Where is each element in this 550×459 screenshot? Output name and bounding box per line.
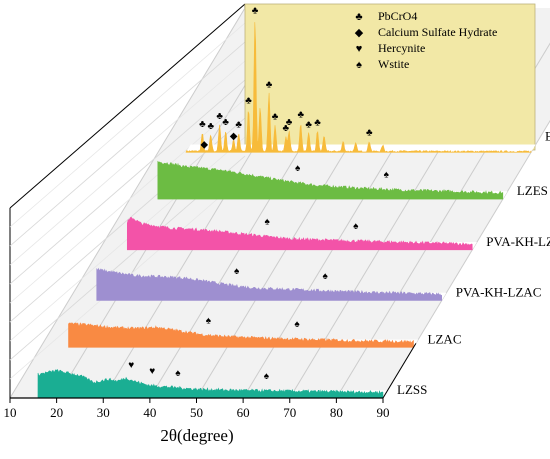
series-pva-kh-lzes: PVA-KH-LZES ♠ ♠ <box>126 217 550 251</box>
legend: ♣ PbCrO4 ◆ Calcium Sulfate Hydrate ♥ Hercynit… <box>244 3 536 151</box>
floor-grid-line <box>9 7 246 399</box>
x-tick-label: 10 <box>4 405 17 420</box>
phase-marker: ♣ <box>235 119 242 130</box>
phase-marker: ♣ <box>266 79 273 90</box>
x-axis-label: 2θ(degree) <box>160 426 233 445</box>
x-tick-label: 80 <box>330 405 343 420</box>
phase-marker: ♠ <box>264 371 270 382</box>
legend-label: PbCrO4 <box>378 9 417 23</box>
phase-marker: ♠ <box>323 271 329 282</box>
phase-marker: ♠ <box>175 368 181 379</box>
wall-guide-line <box>9 60 246 266</box>
series-area <box>68 322 414 348</box>
series-area <box>126 217 473 251</box>
phase-marker: ♣ <box>305 119 312 130</box>
phase-marker: ♣ <box>283 123 290 134</box>
x-tick-label: 20 <box>50 405 63 420</box>
legend-label: Calcium Sulfate Hydrate <box>378 25 497 39</box>
series-area <box>185 22 532 153</box>
phase-marker: ♥ <box>149 366 155 377</box>
series-label: LZSS <box>397 382 427 397</box>
x-tick-label: 60 <box>237 405 250 420</box>
legend-label: Hercynite <box>378 41 425 55</box>
right-floor-edge <box>382 343 417 399</box>
series-label: ES <box>545 128 550 143</box>
phase-marker: ♣ <box>252 5 259 16</box>
legend-box <box>244 3 536 151</box>
legend-symbol: ♣ <box>355 11 362 23</box>
phase-marker: ◆ <box>230 131 238 142</box>
series-lzes: LZES ♠ ♠ <box>157 160 548 200</box>
phase-marker: ♣ <box>245 95 252 106</box>
legend-symbol: ♠ <box>356 59 362 71</box>
phase-marker: ♠ <box>234 266 240 277</box>
series-pva-kh-lzac: PVA-KH-LZAC ♠ ♠ <box>96 266 542 301</box>
phase-marker: ♠ <box>384 169 390 180</box>
series-lzac: LZAC ♠ ♠ <box>68 315 462 348</box>
wall-guide-line <box>9 22 246 228</box>
phase-marker: ♠ <box>294 319 300 330</box>
series-label: LZES <box>517 183 548 198</box>
series-area <box>96 267 443 301</box>
x-tick-label: 40 <box>143 405 156 420</box>
legend-symbol: ◆ <box>355 27 364 39</box>
phase-marker: ♣ <box>199 119 206 130</box>
phase-marker: ♠ <box>206 315 212 326</box>
series-label: PVA-KH-LZAC <box>456 285 542 300</box>
wall-guide-line <box>9 98 246 304</box>
phase-marker: ♣ <box>286 117 293 128</box>
phase-marker: ♣ <box>222 117 229 128</box>
x-tick-label: 30 <box>97 405 110 420</box>
floor-grid-line <box>382 119 550 399</box>
x-tick-label: 90 <box>377 405 390 420</box>
left-top-edge <box>9 3 246 209</box>
series-layer: ES♣♣◆♣♣◆♣♣♣♣♣♣♣♣♣♣♣LZES♠♠PVA-KH-LZES♠♠PV… <box>37 5 550 399</box>
series-lzss: LZSS ♥ ♥ ♠ ♠ <box>37 360 427 399</box>
wall-depth-line <box>9 79 246 285</box>
wall-depth-line <box>9 41 246 247</box>
phase-marker: ♠ <box>264 217 270 228</box>
series-label: LZAC <box>428 331 462 346</box>
phase-marker: ♣ <box>297 109 304 120</box>
series-es: ES♣♣◆♣♣◆♣♣♣♣♣♣♣♣♣♣♣ <box>185 5 550 153</box>
axes-layer: 10 20 30 40 50 60 70 80 90 <box>4 343 417 420</box>
x-tick-label: 50 <box>190 405 203 420</box>
phase-marker: ♣ <box>272 111 279 122</box>
series-area <box>37 369 384 399</box>
phase-marker: ♣ <box>314 117 321 128</box>
legend-label: Wstite <box>378 57 409 71</box>
phase-marker: ♣ <box>366 127 373 138</box>
phase-marker: ♠ <box>295 163 301 174</box>
phase-marker: ◆ <box>200 140 208 151</box>
x-tick-label: 70 <box>283 405 296 420</box>
phase-marker: ♣ <box>216 111 223 122</box>
series-label: PVA-KH-LZES <box>486 234 550 249</box>
phase-marker: ♥ <box>128 360 134 371</box>
phase-marker: ♣ <box>207 121 214 132</box>
series-area <box>157 160 504 200</box>
phase-marker: ♠ <box>353 221 359 232</box>
legend-symbol: ♥ <box>356 43 363 55</box>
